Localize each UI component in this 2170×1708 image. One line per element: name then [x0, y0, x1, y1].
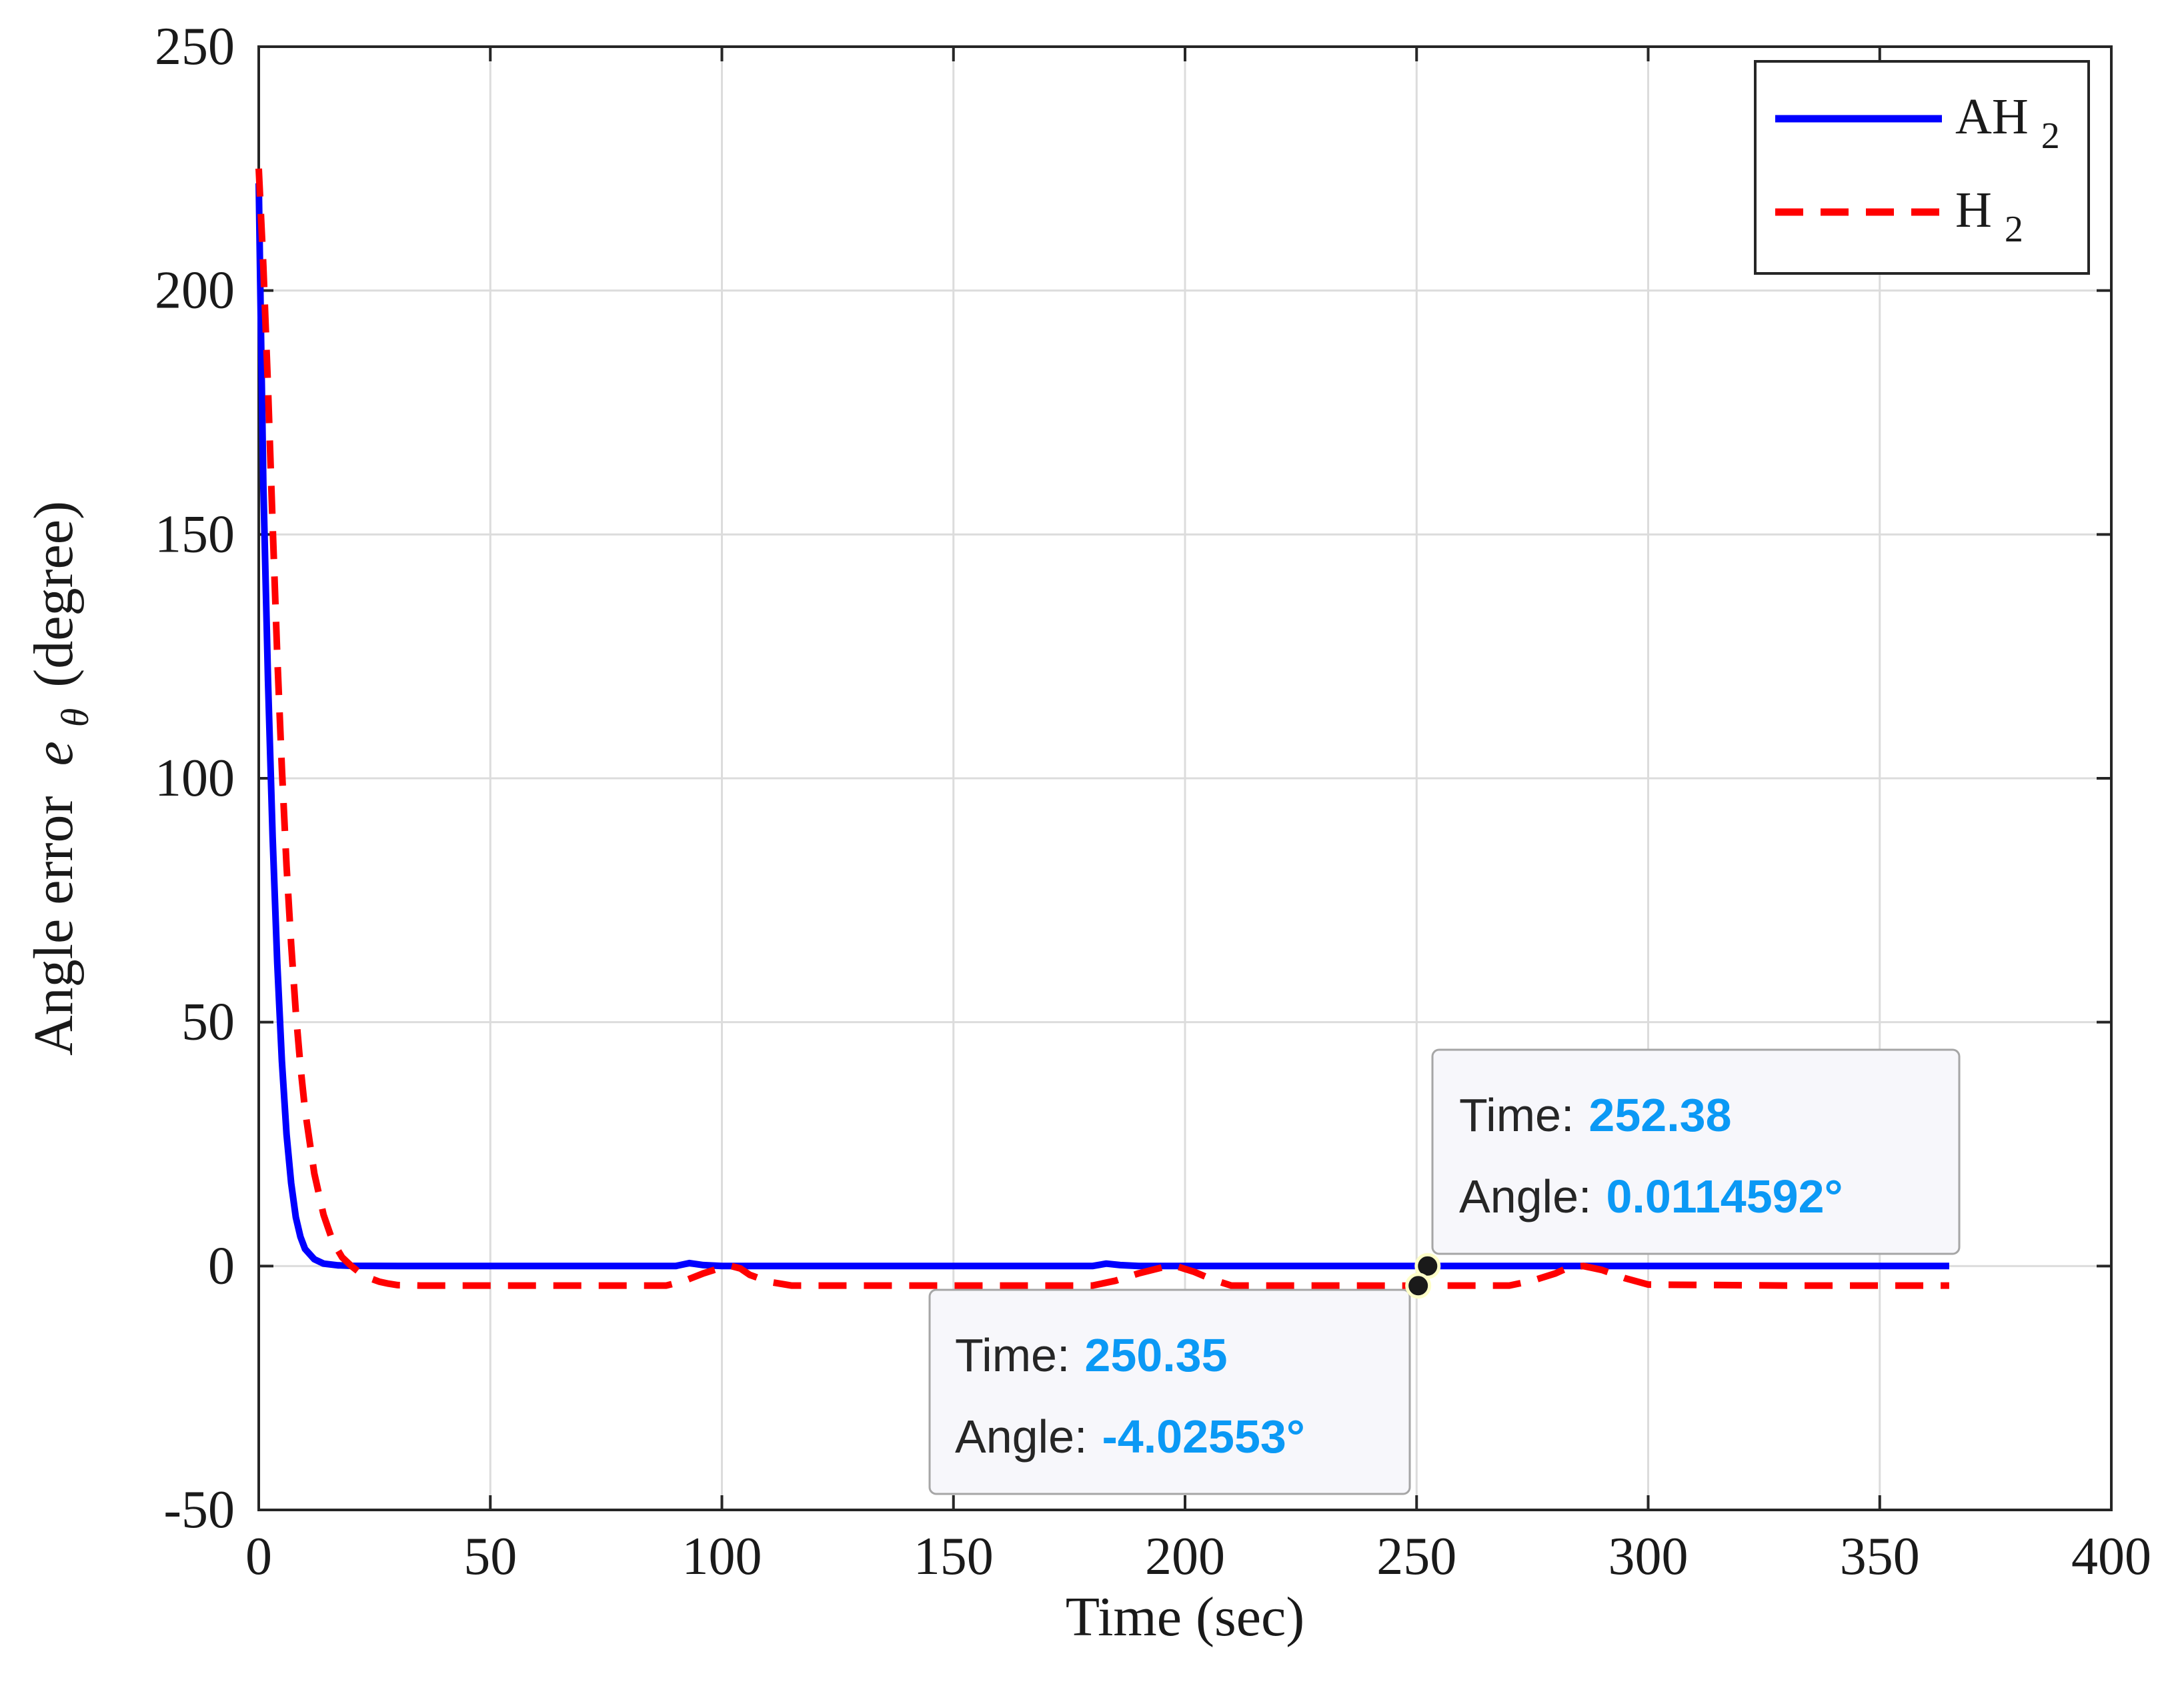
datatip-markers — [1405, 1252, 1441, 1299]
x-tick-label: 100 — [682, 1527, 762, 1586]
legend-label-h2-main: H — [1955, 182, 1992, 238]
y-tick-label: 150 — [155, 505, 235, 564]
datatip-h2-time-value: 250.35 — [1084, 1329, 1227, 1381]
axis-ticks: 0 50 100 150 200 250 300 350 400-500501001502002… — [155, 17, 2151, 1586]
x-axis-title: Time (sec) — [1066, 1586, 1305, 1648]
y-tick-label: 250 — [155, 17, 235, 76]
y-axis-title-prefix: Angle error — [23, 796, 85, 1056]
legend-label-ah2-main: AH — [1955, 89, 2029, 145]
datatip-ah2-angle-row: Angle: 0.0114592° — [1459, 1170, 1843, 1222]
datatip-ah2[interactable]: Time: 252.38 Angle: 0.0114592° — [1431, 1048, 1961, 1255]
legend-label-ah2-sub: 2 — [2041, 115, 2060, 157]
x-tick-label: 250 — [1376, 1527, 1456, 1586]
y-axis-title-subscript: θ — [53, 708, 97, 728]
y-tick-label: 50 — [181, 993, 235, 1052]
datatip-marker — [1405, 1272, 1432, 1299]
legend-box — [1754, 60, 2090, 275]
legend-label-ah2: AH 2 — [1955, 89, 2060, 157]
datatip-h2-time-label: Time: — [955, 1329, 1070, 1381]
datatip-h2-time-row: Time: 250.35 — [955, 1329, 1228, 1381]
datatip-ah2-box — [1431, 1048, 1961, 1255]
series-line-h2 — [255, 168, 1949, 1289]
y-axis-title-symbol: e — [23, 741, 85, 766]
y-tick-label: -50 — [163, 1481, 235, 1539]
datatip-h2-angle-value: -4.02553° — [1102, 1411, 1304, 1463]
y-axis-title: Angle error e θ (degree) — [23, 501, 101, 1056]
datatip-h2-angle-row: Angle: -4.02553° — [955, 1411, 1305, 1463]
x-tick-label: 150 — [914, 1527, 994, 1586]
datatip-h2-box — [928, 1289, 1411, 1495]
x-tick-label: 50 — [463, 1527, 517, 1586]
legend-label-h2-sub: 2 — [2005, 209, 2023, 250]
series-lines — [255, 168, 1949, 1289]
datatip-ah2-time-value: 252.38 — [1588, 1089, 1731, 1141]
datatip-ah2-time-row: Time: 252.38 — [1459, 1089, 1732, 1141]
y-tick-label: 200 — [155, 261, 235, 320]
datatip-ah2-angle-label: Angle: — [1459, 1170, 1591, 1222]
y-axis-title-suffix: (degree) — [23, 501, 85, 688]
x-tick-label: 400 — [2071, 1527, 2151, 1586]
x-tick-label: 0 — [245, 1527, 272, 1586]
x-tick-label: 350 — [1840, 1527, 1920, 1586]
legend: AH 2 H 2 — [1754, 60, 2090, 275]
y-tick-label: 100 — [155, 749, 235, 808]
datatip-h2[interactable]: Time: 250.35 Angle: -4.02553° — [928, 1289, 1411, 1495]
x-tick-label: 300 — [1608, 1527, 1689, 1586]
x-tick-label: 200 — [1145, 1527, 1225, 1586]
y-tick-label: 0 — [208, 1236, 235, 1295]
datatip-h2-angle-label: Angle: — [955, 1411, 1087, 1463]
datatip-ah2-angle-value: 0.0114592° — [1606, 1170, 1843, 1222]
datatip-ah2-time-label: Time: — [1459, 1089, 1574, 1141]
legend-label-h2: H 2 — [1955, 182, 2023, 250]
